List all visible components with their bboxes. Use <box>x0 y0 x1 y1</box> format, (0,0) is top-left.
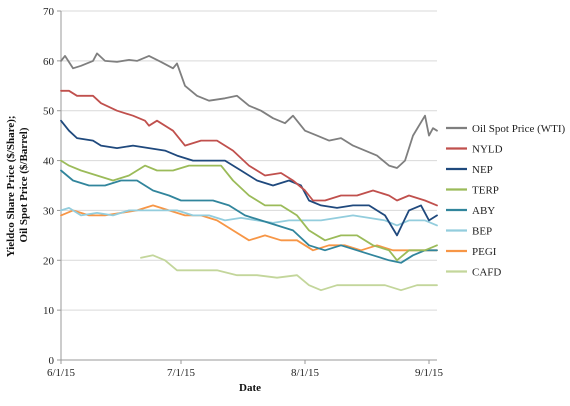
series-line-bep <box>60 207 438 227</box>
y-tick-label: 30 <box>43 205 55 217</box>
series-line-aby <box>60 169 438 264</box>
series-line-cafd <box>140 254 438 292</box>
y-axis-ticks: 0 10 20 30 40 50 60 70 <box>43 6 61 367</box>
legend-item: TERP <box>446 185 499 197</box>
y-tick-label: 20 <box>43 255 55 267</box>
x-tick-label: 9/1/15 <box>415 367 444 379</box>
legend-item: CAFD <box>446 267 501 279</box>
y-axis-title-line2: Oil Spot Price ($/Barrel) <box>18 127 30 242</box>
legend-label: TERP <box>472 185 499 197</box>
y-tick-label: 0 <box>49 355 55 367</box>
legend-label: CAFD <box>472 267 501 279</box>
legend-label: BEP <box>472 226 492 238</box>
legend-item: NEP <box>446 164 493 176</box>
y-tick-label: 10 <box>43 305 55 317</box>
series-lines <box>60 52 438 292</box>
series-line-nyld <box>60 89 438 207</box>
series-line-oil-spot-price-wti <box>60 52 438 169</box>
legend-item: BEP <box>446 226 492 238</box>
x-tick-label: 7/1/15 <box>167 367 196 379</box>
series-line-nep <box>60 119 438 237</box>
y-axis-title: Yieldco Share Price ($/Share); Oil Spot … <box>5 113 30 258</box>
legend-label: Oil Spot Price (WTI) <box>472 123 566 135</box>
legend-label: NEP <box>472 164 493 176</box>
x-axis-ticks: 6/1/15 7/1/15 8/1/15 9/1/15 <box>47 360 444 379</box>
x-axis-title: Date <box>239 382 261 394</box>
x-tick-label: 6/1/15 <box>47 367 76 379</box>
x-tick-label: 8/1/15 <box>291 367 320 379</box>
legend-item: PEGI <box>446 246 497 258</box>
legend-label: ABY <box>472 205 495 217</box>
legend-label: NYLD <box>472 144 503 156</box>
legend-item: NYLD <box>446 144 503 156</box>
y-tick-label: 70 <box>43 6 55 18</box>
legend: Oil Spot Price (WTI) NYLD NEP TERP ABY BEP PEG… <box>446 123 566 279</box>
legend-item: Oil Spot Price (WTI) <box>446 123 566 135</box>
legend-label: PEGI <box>472 246 497 258</box>
gridlines <box>61 10 437 311</box>
y-tick-label: 60 <box>43 56 55 68</box>
y-tick-label: 40 <box>43 156 55 168</box>
y-axis-title-line1: Yieldco Share Price ($/Share); <box>5 115 17 257</box>
series-line-terp <box>60 159 438 262</box>
y-tick-label: 50 <box>43 106 55 118</box>
legend-item: ABY <box>446 205 495 217</box>
